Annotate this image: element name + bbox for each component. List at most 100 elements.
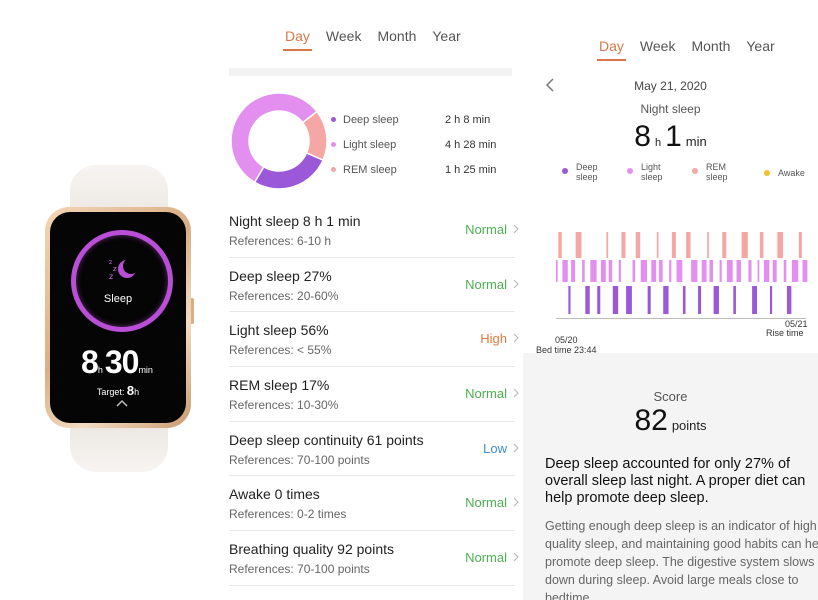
tab-month[interactable]: Month — [691, 38, 731, 54]
stage-segment-deep — [698, 286, 702, 314]
metric-title: Breathing quality 92 points — [229, 541, 394, 558]
stage-segment-deep — [568, 286, 571, 314]
legend-deep-sleep: Deep sleep — [562, 162, 598, 182]
metric-row[interactable]: REM sleep 17% References: 10-30% Normal — [229, 367, 519, 422]
stage-segment-deep — [786, 286, 792, 314]
stage-segment-deep — [713, 286, 719, 314]
smartwatch-image: z z z Sleep 8h30min Target: 8h — [0, 0, 218, 600]
bed-time-label: Bed time 23:44 — [536, 345, 597, 355]
donut-slice-rem-sleep — [301, 110, 328, 162]
chevron-right-icon — [513, 224, 519, 234]
chevron-right-icon — [513, 498, 519, 507]
sleep-ring — [71, 230, 173, 332]
metric-status: Normal — [465, 276, 507, 292]
svg-text:z: z — [109, 259, 112, 266]
metric-title: Awake 0 times — [229, 486, 320, 503]
stage-segment-rem — [656, 232, 659, 258]
stage-segment-light — [556, 260, 558, 282]
metric-title: Night sleep 8 h 1 min — [229, 213, 361, 229]
stage-segment-light — [791, 260, 799, 282]
stage-segment-light — [719, 260, 722, 282]
stage-segment-deep — [597, 286, 601, 314]
stage-segment-light — [748, 260, 752, 282]
stage-segment-light — [562, 260, 568, 282]
tab-day[interactable]: Day — [597, 38, 626, 61]
legend-light-sleep: Light sleep 4 h 28 min — [331, 132, 511, 157]
metric-reference: References: 6-10 h — [229, 234, 332, 248]
stage-segment-light — [802, 260, 808, 282]
stage-segment-light — [772, 260, 777, 282]
legend-dot — [331, 167, 336, 172]
score-value: 82 points — [634, 404, 707, 437]
stage-segment-light — [618, 260, 621, 282]
chevron-right-icon — [513, 333, 519, 343]
metric-reference: References: 70-100 points — [229, 452, 370, 467]
stage-segment-light — [632, 260, 636, 282]
stage-segment-light — [726, 260, 733, 282]
chart-baseline — [556, 318, 806, 319]
metric-row[interactable]: Deep sleep continuity 61 points Reference… — [229, 422, 519, 477]
period-tabs: Day Week Month Year — [283, 28, 477, 51]
x-axis-start-date: 05/20 — [555, 335, 578, 345]
metric-status: Normal — [465, 386, 507, 402]
tab-month[interactable]: Month — [377, 28, 417, 44]
stage-segment-rem — [671, 232, 676, 258]
stage-segment-rem — [686, 232, 691, 258]
stage-segment-deep — [682, 286, 686, 314]
tab-week[interactable]: Week — [325, 28, 362, 44]
sleep-summary-panel: Day Week Month Year Deep sleep 2 h 8 min… — [218, 0, 520, 600]
tab-year[interactable]: Year — [746, 38, 775, 54]
stage-segment-rem — [707, 232, 709, 258]
stage-segment-deep — [647, 286, 651, 314]
stage-segment-rem — [798, 232, 802, 258]
svg-text:z: z — [109, 272, 113, 281]
watch-crown-button — [189, 298, 194, 324]
stage-segment-light — [676, 260, 683, 282]
stage-segment-light — [582, 260, 585, 282]
stage-segment-deep — [733, 286, 736, 314]
watch-sleep-label: Sleep — [103, 293, 133, 305]
legend-dot — [692, 168, 698, 174]
stage-segment-rem — [558, 232, 562, 258]
metric-row[interactable]: Awake 0 times References: 0-2 times Normal — [229, 476, 519, 532]
tab-day[interactable]: Day — [283, 28, 312, 51]
metric-reference: References: 20-60% — [229, 288, 339, 303]
tab-year[interactable]: Year — [432, 28, 461, 44]
stage-segment-deep — [769, 286, 773, 314]
metric-status: Normal — [465, 222, 507, 237]
stage-segment-deep — [626, 286, 632, 314]
stage-segment-light — [590, 260, 597, 282]
stage-segment-light — [669, 260, 672, 282]
metric-status: Normal — [465, 495, 507, 511]
stage-segment-rem — [575, 232, 582, 258]
legend-deep-sleep: Deep sleep 2 h 8 min — [331, 107, 511, 132]
watch-screen: z z z Sleep 8h30min Target: 8h — [50, 212, 186, 423]
stage-segment-rem — [777, 232, 784, 258]
legend-dot — [764, 170, 770, 176]
legend-awake: Awake — [764, 168, 805, 178]
stage-segment-light — [651, 260, 657, 282]
stage-segment-rem — [722, 232, 727, 258]
stage-segment-rem — [621, 232, 626, 258]
chevron-left-icon[interactable] — [545, 78, 555, 92]
chevron-up-icon — [116, 399, 128, 407]
metric-row[interactable]: Light sleep 56% References: < 55% High — [229, 312, 519, 368]
metric-row[interactable]: Deep sleep 27% References: 20-60% Normal — [229, 258, 519, 313]
svg-text:z: z — [113, 265, 117, 273]
chevron-right-icon — [513, 552, 519, 562]
metric-reference: References: 0-2 times — [229, 507, 347, 522]
night-sleep-duration: 8 h 1 min — [634, 120, 707, 153]
sleep-stage-chart — [556, 232, 808, 314]
legend-dot — [627, 168, 633, 174]
legend-rem-sleep: REM sleep — [692, 162, 728, 182]
stage-segment-deep — [752, 286, 757, 314]
metric-row[interactable]: Breathing quality 92 points References: 7… — [229, 531, 519, 586]
sleep-advice-detail: Getting enough deep sleep is an indicato… — [545, 519, 818, 600]
chevron-right-icon — [513, 388, 519, 398]
legend-dot — [331, 142, 336, 147]
metric-row[interactable]: Night sleep 8 h 1 min References: 6-10 h N… — [229, 203, 519, 258]
stage-segment-rem — [759, 232, 764, 258]
tab-week[interactable]: Week — [639, 38, 676, 54]
donut-legend: Deep sleep 2 h 8 min Light sleep 4 h 28 … — [331, 107, 511, 182]
stage-segment-deep — [585, 286, 590, 314]
